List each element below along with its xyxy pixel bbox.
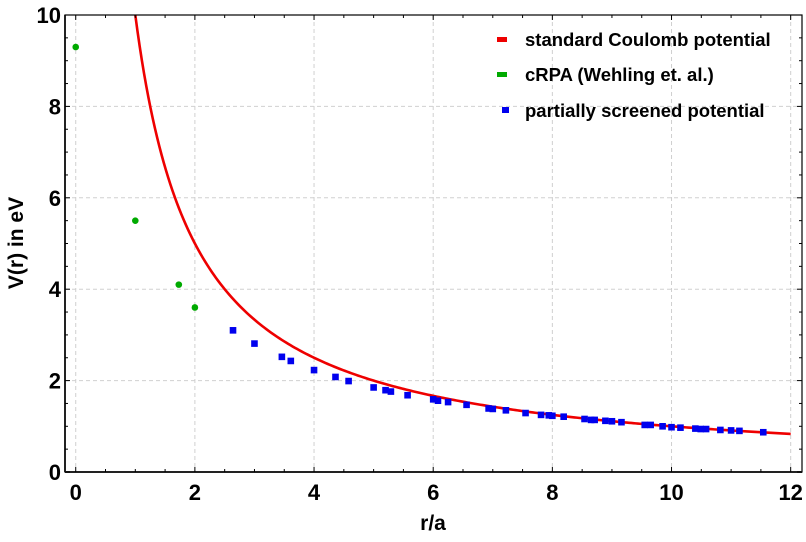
screened-point <box>702 425 710 433</box>
screened-point <box>444 398 452 406</box>
screened-point <box>332 373 339 381</box>
screened-point <box>429 396 437 403</box>
screened-point <box>251 340 258 347</box>
screened-point <box>502 407 510 414</box>
y-tick-label: 0 <box>49 460 61 485</box>
screened-point <box>659 423 666 430</box>
screened-point <box>345 377 352 385</box>
x-tick-label: 6 <box>427 480 439 505</box>
screened-point <box>382 386 389 394</box>
crpa-point <box>191 304 199 311</box>
legend-item-crpa: cRPA (Wehling et. al.) <box>497 64 714 85</box>
x-axis-title: r/a <box>420 512 446 535</box>
screened-point <box>587 416 595 424</box>
screened-point <box>602 417 609 425</box>
screened-point <box>489 405 497 413</box>
screened-point <box>434 397 442 405</box>
y-tick-label: 8 <box>49 94 61 119</box>
crpa-point <box>72 43 80 51</box>
screened-point <box>668 423 675 431</box>
screened-point <box>591 416 598 424</box>
y-tick-label: 4 <box>49 277 62 302</box>
screened-point <box>736 427 743 435</box>
legend-marker-blue <box>502 107 509 113</box>
screened-point <box>618 418 625 426</box>
screened-point <box>522 409 529 417</box>
screened-point <box>677 424 684 431</box>
screened-point <box>608 417 616 425</box>
crpa-points <box>72 43 199 311</box>
axis-ticks: 0 2 4 6 8 10 12 0 2 4 6 8 10 <box>37 3 803 505</box>
x-tick-label: 4 <box>308 480 321 505</box>
screened-point <box>727 427 735 434</box>
screened-point <box>647 421 654 429</box>
legend-label: cRPA (Wehling et. al.) <box>525 64 714 85</box>
legend-marker-red <box>497 37 507 42</box>
screened-points <box>229 327 767 436</box>
y-tick-label: 10 <box>37 3 61 28</box>
screened-point <box>545 412 553 419</box>
x-tick-label: 10 <box>659 480 683 505</box>
screened-point <box>641 421 649 429</box>
x-tick-label: 2 <box>189 480 201 505</box>
screened-point <box>278 353 286 361</box>
screened-point <box>537 411 545 419</box>
y-tick-label: 2 <box>49 369 61 394</box>
legend-label: partially screened potential <box>525 100 765 121</box>
crpa-point <box>175 281 183 288</box>
screened-point <box>404 391 411 399</box>
legend-marker-green <box>497 72 507 77</box>
screened-point <box>549 412 556 420</box>
screened-point <box>560 413 567 421</box>
screened-point <box>287 357 295 365</box>
screened-point <box>697 425 705 433</box>
y-tick-label: 6 <box>49 186 61 211</box>
x-tick-label: 12 <box>778 480 802 505</box>
x-tick-label: 8 <box>546 480 558 505</box>
legend-item-coulomb: standard Coulomb potential <box>497 29 771 50</box>
screened-point <box>485 405 492 412</box>
screened-point <box>370 384 377 391</box>
screened-point <box>692 425 699 432</box>
legend-item-screened: partially screened potential <box>502 100 765 121</box>
x-tick-label: 0 <box>70 480 82 505</box>
screened-point <box>387 388 395 395</box>
screened-point <box>463 401 470 409</box>
screened-point <box>717 426 724 434</box>
screened-point <box>310 366 318 374</box>
screened-point <box>229 327 237 334</box>
legend-label: standard Coulomb potential <box>525 29 771 50</box>
screened-point <box>581 415 588 423</box>
legend: standard Coulomb potential cRPA (Wehling… <box>497 29 771 121</box>
crpa-point <box>132 217 139 224</box>
screened-point <box>759 428 767 436</box>
y-axis-title: V(r) in eV <box>5 197 28 289</box>
